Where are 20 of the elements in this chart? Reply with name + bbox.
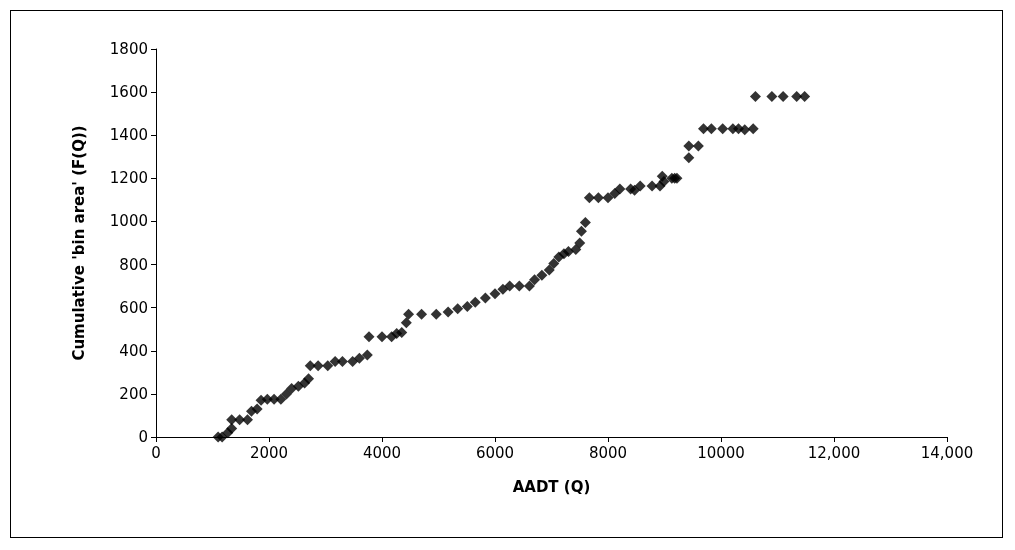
x-tick-label: 12,000	[807, 443, 861, 462]
y-tick-label: 1800	[109, 40, 148, 58]
y-axis-title: Cumulative 'bin area' (F(Q))	[69, 125, 88, 361]
y-tick-label: 600	[119, 298, 148, 317]
x-tick-label: 8000	[588, 443, 628, 462]
x-tick-label: 6000	[475, 443, 515, 462]
x-axis-title: AADT (Q)	[512, 477, 591, 496]
y-tick-label: 400	[119, 341, 148, 360]
y-tick-label: 1000	[109, 212, 148, 231]
y-tick-label: 1400	[109, 126, 148, 145]
y-tick-label: 800	[119, 255, 148, 274]
x-tick-label: 0	[151, 443, 161, 462]
x-tick-label: 14,000	[920, 443, 974, 462]
y-tick-label: 0	[138, 428, 148, 446]
y-tick-label: 1600	[109, 83, 148, 102]
x-tick-label: 10000	[697, 443, 745, 462]
x-tick-label: 4000	[362, 443, 402, 462]
x-tick-label: 2000	[249, 443, 289, 462]
y-tick-label: 1200	[109, 169, 148, 188]
y-tick-label: 200	[119, 384, 148, 403]
